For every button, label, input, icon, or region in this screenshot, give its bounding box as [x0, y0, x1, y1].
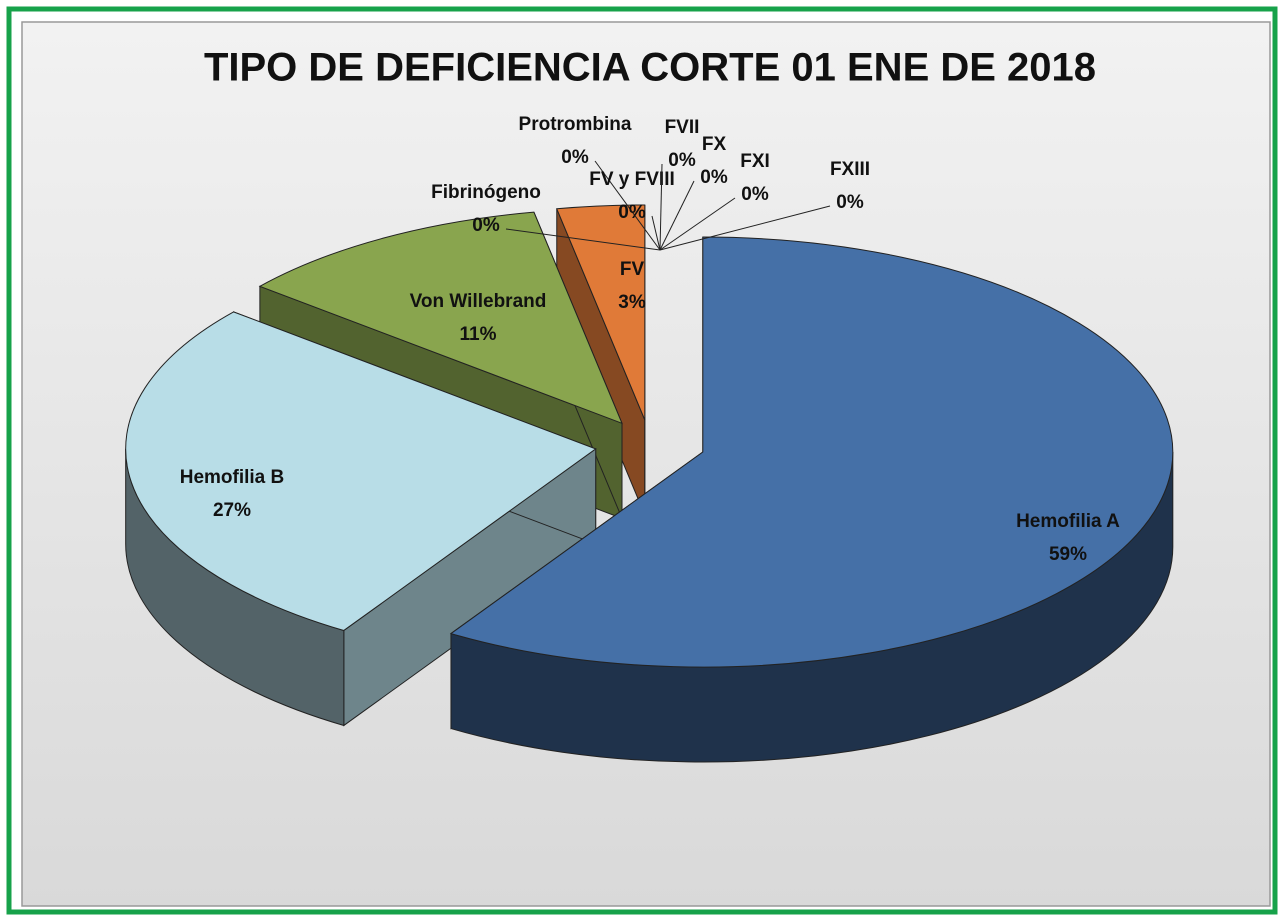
slice — [449, 236, 1174, 763]
data-label-name: FXIII — [830, 159, 870, 180]
slice-top — [556, 204, 646, 421]
chart-title: TIPO DE DEFICIENCIA CORTE 01 ENE DE 2018 — [204, 46, 1096, 90]
data-label-name: Hemofilia B — [180, 467, 285, 488]
pie — [125, 204, 1174, 763]
leader-line — [659, 205, 831, 251]
data-label-value: 0% — [741, 184, 769, 205]
data-label-name: FXI — [740, 151, 770, 172]
data-label-name: FV — [620, 259, 645, 280]
slice — [125, 311, 597, 727]
data-label-name: Von Willebrand — [410, 291, 547, 312]
data-label-value: 0% — [618, 202, 646, 223]
slice-top — [125, 311, 597, 632]
data-label-value: 3% — [618, 292, 646, 313]
slice — [556, 204, 646, 516]
data-label-name: FVII — [665, 117, 700, 138]
data-label-value: 0% — [700, 167, 728, 188]
data-label-value: 0% — [836, 192, 864, 213]
data-label-value: 59% — [1049, 544, 1087, 565]
slice-top — [258, 211, 623, 425]
leader-line — [659, 163, 663, 251]
leader-line — [659, 197, 736, 251]
leader-line — [651, 215, 661, 251]
data-label-value: 0% — [668, 150, 696, 171]
slice-top — [449, 236, 1174, 668]
data-label-value: 11% — [460, 324, 497, 345]
data-label-name: Fibrinógeno — [431, 182, 541, 203]
data-label-value: 0% — [472, 215, 500, 236]
labels: Hemofilia A 59% Hemofilia B 27% Von Willebra… — [180, 114, 1120, 565]
data-label-name: FV y FVIII — [589, 169, 675, 190]
data-label-name: Protrombina — [519, 114, 632, 135]
data-label-value: 27% — [213, 500, 251, 521]
leader-line — [505, 228, 661, 251]
data-label-name: Hemofilia A — [1016, 511, 1120, 532]
data-label-name: FX — [702, 134, 727, 155]
leader-line — [594, 160, 661, 251]
data-label-value: 0% — [561, 147, 589, 168]
leader-line — [659, 180, 695, 251]
